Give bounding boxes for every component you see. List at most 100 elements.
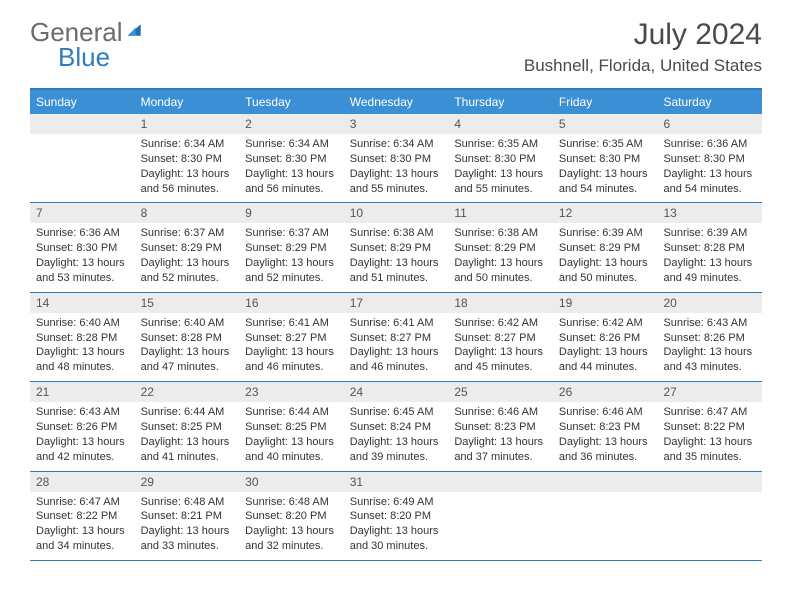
dayhead-wed: Wednesday — [344, 90, 449, 114]
day-details: Sunrise: 6:39 AMSunset: 8:29 PMDaylight:… — [553, 223, 658, 291]
daylight-text: Daylight: 13 hours and 47 minutes. — [141, 345, 234, 375]
day-details: Sunrise: 6:43 AMSunset: 8:26 PMDaylight:… — [30, 402, 135, 470]
sunrise-text: Sunrise: 6:35 AM — [454, 137, 547, 152]
day-details: Sunrise: 6:38 AMSunset: 8:29 PMDaylight:… — [344, 223, 449, 291]
day-number: 15 — [135, 293, 240, 313]
day-number: 26 — [553, 382, 658, 402]
day-number: 3 — [344, 114, 449, 134]
day-number: 13 — [657, 203, 762, 223]
week-row: 21Sunrise: 6:43 AMSunset: 8:26 PMDayligh… — [30, 382, 762, 471]
daylight-text: Daylight: 13 hours and 55 minutes. — [454, 167, 547, 197]
day-details: Sunrise: 6:48 AMSunset: 8:20 PMDaylight:… — [239, 492, 344, 560]
day-details: Sunrise: 6:42 AMSunset: 8:27 PMDaylight:… — [448, 313, 553, 381]
day-number: 7 — [30, 203, 135, 223]
day-details: Sunrise: 6:35 AMSunset: 8:30 PMDaylight:… — [448, 134, 553, 202]
day-details: Sunrise: 6:35 AMSunset: 8:30 PMDaylight:… — [553, 134, 658, 202]
logo-sail-icon — [125, 18, 145, 43]
day-details: Sunrise: 6:46 AMSunset: 8:23 PMDaylight:… — [553, 402, 658, 470]
day-cell: 9Sunrise: 6:37 AMSunset: 8:29 PMDaylight… — [239, 203, 344, 291]
day-number: 30 — [239, 472, 344, 492]
day-cell: 27Sunrise: 6:47 AMSunset: 8:22 PMDayligh… — [657, 382, 762, 470]
day-number: 10 — [344, 203, 449, 223]
day-number: 22 — [135, 382, 240, 402]
sunset-text: Sunset: 8:23 PM — [454, 420, 547, 435]
daylight-text: Daylight: 13 hours and 54 minutes. — [663, 167, 756, 197]
day-number — [657, 472, 762, 492]
logo-text-general: General — [30, 20, 123, 45]
logo: GeneralBlue — [30, 18, 145, 69]
sunset-text: Sunset: 8:30 PM — [559, 152, 652, 167]
sunset-text: Sunset: 8:20 PM — [350, 509, 443, 524]
sunrise-text: Sunrise: 6:47 AM — [663, 405, 756, 420]
day-cell: 3Sunrise: 6:34 AMSunset: 8:30 PMDaylight… — [344, 114, 449, 202]
sunrise-text: Sunrise: 6:45 AM — [350, 405, 443, 420]
day-cell: 15Sunrise: 6:40 AMSunset: 8:28 PMDayligh… — [135, 293, 240, 381]
day-cell: 29Sunrise: 6:48 AMSunset: 8:21 PMDayligh… — [135, 472, 240, 560]
dayhead-sat: Saturday — [657, 90, 762, 114]
day-cell: 17Sunrise: 6:41 AMSunset: 8:27 PMDayligh… — [344, 293, 449, 381]
day-cell: 19Sunrise: 6:42 AMSunset: 8:26 PMDayligh… — [553, 293, 658, 381]
day-cell — [657, 472, 762, 560]
sunset-text: Sunset: 8:23 PM — [559, 420, 652, 435]
sunset-text: Sunset: 8:21 PM — [141, 509, 234, 524]
daylight-text: Daylight: 13 hours and 56 minutes. — [141, 167, 234, 197]
dayhead-sun: Sunday — [30, 90, 135, 114]
sunrise-text: Sunrise: 6:44 AM — [245, 405, 338, 420]
day-details: Sunrise: 6:34 AMSunset: 8:30 PMDaylight:… — [239, 134, 344, 202]
sunset-text: Sunset: 8:29 PM — [245, 241, 338, 256]
daylight-text: Daylight: 13 hours and 51 minutes. — [350, 256, 443, 286]
daylight-text: Daylight: 13 hours and 30 minutes. — [350, 524, 443, 554]
day-cell: 18Sunrise: 6:42 AMSunset: 8:27 PMDayligh… — [448, 293, 553, 381]
week-row: 28Sunrise: 6:47 AMSunset: 8:22 PMDayligh… — [30, 472, 762, 561]
day-number: 16 — [239, 293, 344, 313]
day-number: 25 — [448, 382, 553, 402]
day-details: Sunrise: 6:41 AMSunset: 8:27 PMDaylight:… — [344, 313, 449, 381]
sunrise-text: Sunrise: 6:42 AM — [559, 316, 652, 331]
day-number — [30, 114, 135, 134]
sunrise-text: Sunrise: 6:35 AM — [559, 137, 652, 152]
daylight-text: Daylight: 13 hours and 43 minutes. — [663, 345, 756, 375]
sunrise-text: Sunrise: 6:37 AM — [245, 226, 338, 241]
day-cell: 24Sunrise: 6:45 AMSunset: 8:24 PMDayligh… — [344, 382, 449, 470]
daylight-text: Daylight: 13 hours and 34 minutes. — [36, 524, 129, 554]
sunset-text: Sunset: 8:20 PM — [245, 509, 338, 524]
sunrise-text: Sunrise: 6:39 AM — [559, 226, 652, 241]
sunrise-text: Sunrise: 6:38 AM — [350, 226, 443, 241]
day-details: Sunrise: 6:47 AMSunset: 8:22 PMDaylight:… — [657, 402, 762, 470]
day-number: 19 — [553, 293, 658, 313]
day-number: 24 — [344, 382, 449, 402]
day-details: Sunrise: 6:38 AMSunset: 8:29 PMDaylight:… — [448, 223, 553, 291]
daylight-text: Daylight: 13 hours and 55 minutes. — [350, 167, 443, 197]
day-cell: 20Sunrise: 6:43 AMSunset: 8:26 PMDayligh… — [657, 293, 762, 381]
sunrise-text: Sunrise: 6:40 AM — [36, 316, 129, 331]
daylight-text: Daylight: 13 hours and 37 minutes. — [454, 435, 547, 465]
day-details: Sunrise: 6:37 AMSunset: 8:29 PMDaylight:… — [135, 223, 240, 291]
dayhead-fri: Friday — [553, 90, 658, 114]
daylight-text: Daylight: 13 hours and 42 minutes. — [36, 435, 129, 465]
sunrise-text: Sunrise: 6:41 AM — [350, 316, 443, 331]
sunrise-text: Sunrise: 6:39 AM — [663, 226, 756, 241]
day-number: 11 — [448, 203, 553, 223]
sunrise-text: Sunrise: 6:46 AM — [454, 405, 547, 420]
daylight-text: Daylight: 13 hours and 52 minutes. — [141, 256, 234, 286]
week-row: 1Sunrise: 6:34 AMSunset: 8:30 PMDaylight… — [30, 114, 762, 203]
sunset-text: Sunset: 8:26 PM — [36, 420, 129, 435]
sunset-text: Sunset: 8:29 PM — [559, 241, 652, 256]
day-details: Sunrise: 6:36 AMSunset: 8:30 PMDaylight:… — [657, 134, 762, 202]
day-number: 27 — [657, 382, 762, 402]
day-details: Sunrise: 6:48 AMSunset: 8:21 PMDaylight:… — [135, 492, 240, 560]
calendar: Sunday Monday Tuesday Wednesday Thursday… — [30, 88, 762, 561]
day-cell: 23Sunrise: 6:44 AMSunset: 8:25 PMDayligh… — [239, 382, 344, 470]
day-cell: 2Sunrise: 6:34 AMSunset: 8:30 PMDaylight… — [239, 114, 344, 202]
day-cell: 6Sunrise: 6:36 AMSunset: 8:30 PMDaylight… — [657, 114, 762, 202]
sunset-text: Sunset: 8:25 PM — [141, 420, 234, 435]
sunrise-text: Sunrise: 6:47 AM — [36, 495, 129, 510]
day-number: 2 — [239, 114, 344, 134]
daylight-text: Daylight: 13 hours and 56 minutes. — [245, 167, 338, 197]
day-cell: 25 Sunrise: 6:46 AMSunset: 8:23 PMDayligh… — [448, 382, 553, 470]
dayhead-thu: Thursday — [448, 90, 553, 114]
day-details: Sunrise: 6:37 AMSunset: 8:29 PMDaylight:… — [239, 223, 344, 291]
sunrise-text: Sunrise: 6:42 AM — [454, 316, 547, 331]
sunset-text: Sunset: 8:27 PM — [245, 331, 338, 346]
sunset-text: Sunset: 8:26 PM — [559, 331, 652, 346]
